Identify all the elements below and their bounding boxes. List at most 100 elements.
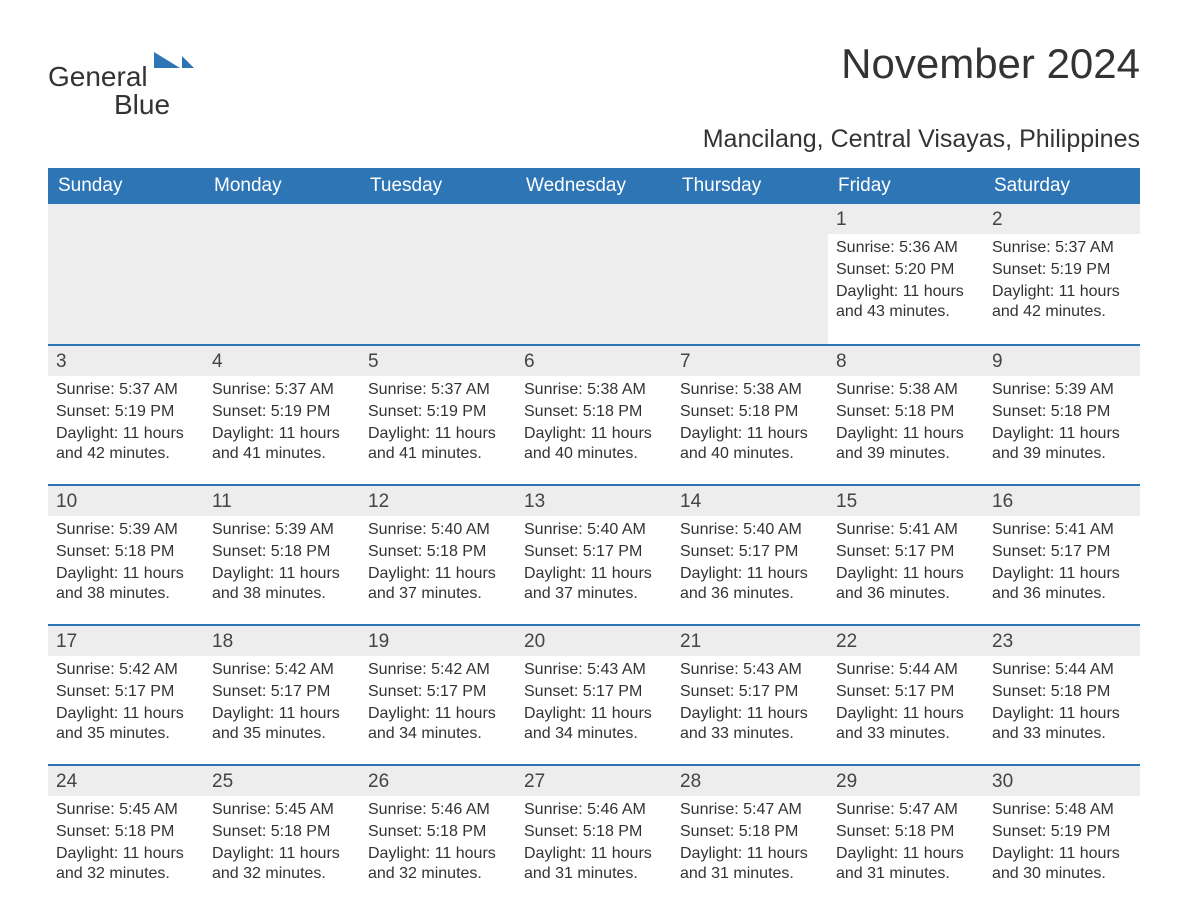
logo-sail-icon [152, 50, 196, 86]
sunrise-line: Sunrise: 5:43 AM [680, 660, 820, 681]
daylight-line: Daylight: 11 hours and 33 minutes. [992, 704, 1132, 746]
day-body: Sunrise: 5:48 AMSunset: 5:19 PMDaylight:… [984, 796, 1140, 885]
daylight-line: Daylight: 11 hours and 43 minutes. [836, 282, 976, 324]
sunrise-line: Sunrise: 5:44 AM [992, 660, 1132, 681]
sunrise-line: Sunrise: 5:37 AM [56, 380, 196, 401]
calendar-cell: 7Sunrise: 5:38 AMSunset: 5:18 PMDaylight… [672, 344, 828, 484]
daylight-line: Daylight: 11 hours and 32 minutes. [368, 844, 508, 886]
dow-header: Sunday [48, 168, 204, 204]
day-number: 28 [672, 764, 828, 796]
dow-header: Thursday [672, 168, 828, 204]
calendar-cell: 8Sunrise: 5:38 AMSunset: 5:18 PMDaylight… [828, 344, 984, 484]
sunset-line: Sunset: 5:18 PM [212, 542, 352, 563]
sunrise-line: Sunrise: 5:38 AM [524, 380, 664, 401]
calendar-cell: 28Sunrise: 5:47 AMSunset: 5:18 PMDayligh… [672, 764, 828, 904]
day-number: 14 [672, 484, 828, 516]
calendar-cell: 5Sunrise: 5:37 AMSunset: 5:19 PMDaylight… [360, 344, 516, 484]
daylight-line: Daylight: 11 hours and 31 minutes. [680, 844, 820, 886]
calendar-cell: 23Sunrise: 5:44 AMSunset: 5:18 PMDayligh… [984, 624, 1140, 764]
sunset-line: Sunset: 5:19 PM [992, 822, 1132, 843]
sunset-line: Sunset: 5:17 PM [992, 542, 1132, 563]
sunrise-line: Sunrise: 5:40 AM [524, 520, 664, 541]
sunrise-line: Sunrise: 5:37 AM [368, 380, 508, 401]
sunset-line: Sunset: 5:17 PM [524, 682, 664, 703]
daylight-line: Daylight: 11 hours and 31 minutes. [836, 844, 976, 886]
day-number: 30 [984, 764, 1140, 796]
sunset-line: Sunset: 5:18 PM [836, 402, 976, 423]
daylight-line: Daylight: 11 hours and 42 minutes. [56, 424, 196, 466]
calendar-cell [48, 204, 204, 344]
daylight-line: Daylight: 11 hours and 40 minutes. [680, 424, 820, 466]
day-number: 5 [360, 344, 516, 376]
calendar-cell: 20Sunrise: 5:43 AMSunset: 5:17 PMDayligh… [516, 624, 672, 764]
sunrise-line: Sunrise: 5:37 AM [212, 380, 352, 401]
dow-header: Monday [204, 168, 360, 204]
sunrise-line: Sunrise: 5:47 AM [836, 800, 976, 821]
calendar-cell: 17Sunrise: 5:42 AMSunset: 5:17 PMDayligh… [48, 624, 204, 764]
day-body: Sunrise: 5:42 AMSunset: 5:17 PMDaylight:… [360, 656, 516, 745]
calendar-cell: 27Sunrise: 5:46 AMSunset: 5:18 PMDayligh… [516, 764, 672, 904]
sunrise-line: Sunrise: 5:48 AM [992, 800, 1132, 821]
daylight-line: Daylight: 11 hours and 38 minutes. [56, 564, 196, 606]
sunset-line: Sunset: 5:17 PM [836, 682, 976, 703]
calendar-cell: 12Sunrise: 5:40 AMSunset: 5:18 PMDayligh… [360, 484, 516, 624]
day-body: Sunrise: 5:40 AMSunset: 5:17 PMDaylight:… [672, 516, 828, 605]
sunset-line: Sunset: 5:18 PM [368, 822, 508, 843]
sunrise-line: Sunrise: 5:38 AM [836, 380, 976, 401]
daylight-line: Daylight: 11 hours and 33 minutes. [836, 704, 976, 746]
sunrise-line: Sunrise: 5:46 AM [368, 800, 508, 821]
sunrise-line: Sunrise: 5:42 AM [368, 660, 508, 681]
calendar-cell: 18Sunrise: 5:42 AMSunset: 5:17 PMDayligh… [204, 624, 360, 764]
day-number: 8 [828, 344, 984, 376]
sunrise-line: Sunrise: 5:42 AM [212, 660, 352, 681]
day-body: Sunrise: 5:43 AMSunset: 5:17 PMDaylight:… [516, 656, 672, 745]
day-body: Sunrise: 5:39 AMSunset: 5:18 PMDaylight:… [48, 516, 204, 605]
daylight-line: Daylight: 11 hours and 35 minutes. [56, 704, 196, 746]
day-body: Sunrise: 5:42 AMSunset: 5:17 PMDaylight:… [48, 656, 204, 745]
day-number: 23 [984, 624, 1140, 656]
day-body: Sunrise: 5:47 AMSunset: 5:18 PMDaylight:… [828, 796, 984, 885]
daylight-line: Daylight: 11 hours and 37 minutes. [524, 564, 664, 606]
day-number: 25 [204, 764, 360, 796]
day-body: Sunrise: 5:37 AMSunset: 5:19 PMDaylight:… [984, 234, 1140, 323]
day-body: Sunrise: 5:38 AMSunset: 5:18 PMDaylight:… [516, 376, 672, 465]
sunset-line: Sunset: 5:17 PM [212, 682, 352, 703]
day-body: Sunrise: 5:47 AMSunset: 5:18 PMDaylight:… [672, 796, 828, 885]
daylight-line: Daylight: 11 hours and 42 minutes. [992, 282, 1132, 324]
sunrise-line: Sunrise: 5:39 AM [212, 520, 352, 541]
sunset-line: Sunset: 5:17 PM [680, 542, 820, 563]
sunset-line: Sunset: 5:17 PM [56, 682, 196, 703]
day-body: Sunrise: 5:45 AMSunset: 5:18 PMDaylight:… [48, 796, 204, 885]
dow-header: Wednesday [516, 168, 672, 204]
day-number: 29 [828, 764, 984, 796]
daylight-line: Daylight: 11 hours and 41 minutes. [368, 424, 508, 466]
day-number: 11 [204, 484, 360, 516]
day-body: Sunrise: 5:42 AMSunset: 5:17 PMDaylight:… [204, 656, 360, 745]
logo-word2: Blue [114, 89, 170, 120]
day-number: 21 [672, 624, 828, 656]
calendar-grid: SundayMondayTuesdayWednesdayThursdayFrid… [48, 168, 1140, 904]
sunrise-line: Sunrise: 5:38 AM [680, 380, 820, 401]
daylight-line: Daylight: 11 hours and 34 minutes. [524, 704, 664, 746]
daylight-line: Daylight: 11 hours and 41 minutes. [212, 424, 352, 466]
calendar-cell: 10Sunrise: 5:39 AMSunset: 5:18 PMDayligh… [48, 484, 204, 624]
calendar-cell: 25Sunrise: 5:45 AMSunset: 5:18 PMDayligh… [204, 764, 360, 904]
calendar-cell: 9Sunrise: 5:39 AMSunset: 5:18 PMDaylight… [984, 344, 1140, 484]
calendar-cell: 26 Sunrise: 5:46 AMSunset: 5:18 PMDayligh… [360, 764, 516, 904]
sunset-line: Sunset: 5:19 PM [992, 260, 1132, 281]
calendar-cell: 13Sunrise: 5:40 AMSunset: 5:17 PMDayligh… [516, 484, 672, 624]
sunrise-line: Sunrise: 5:39 AM [992, 380, 1132, 401]
dow-header: Saturday [984, 168, 1140, 204]
daylight-line: Daylight: 11 hours and 40 minutes. [524, 424, 664, 466]
sunrise-line: Sunrise: 5:36 AM [836, 238, 976, 259]
sunrise-line: Sunrise: 5:41 AM [836, 520, 976, 541]
day-number: 6 [516, 344, 672, 376]
calendar-cell: 11Sunrise: 5:39 AMSunset: 5:18 PMDayligh… [204, 484, 360, 624]
day-body: Sunrise: 5:37 AMSunset: 5:19 PMDaylight:… [360, 376, 516, 465]
day-number: 20 [516, 624, 672, 656]
sunset-line: Sunset: 5:18 PM [992, 402, 1132, 423]
daylight-line: Daylight: 11 hours and 33 minutes. [680, 704, 820, 746]
day-number: 26 [360, 764, 516, 796]
day-number: 12 [360, 484, 516, 516]
daylight-line: Daylight: 11 hours and 32 minutes. [56, 844, 196, 886]
